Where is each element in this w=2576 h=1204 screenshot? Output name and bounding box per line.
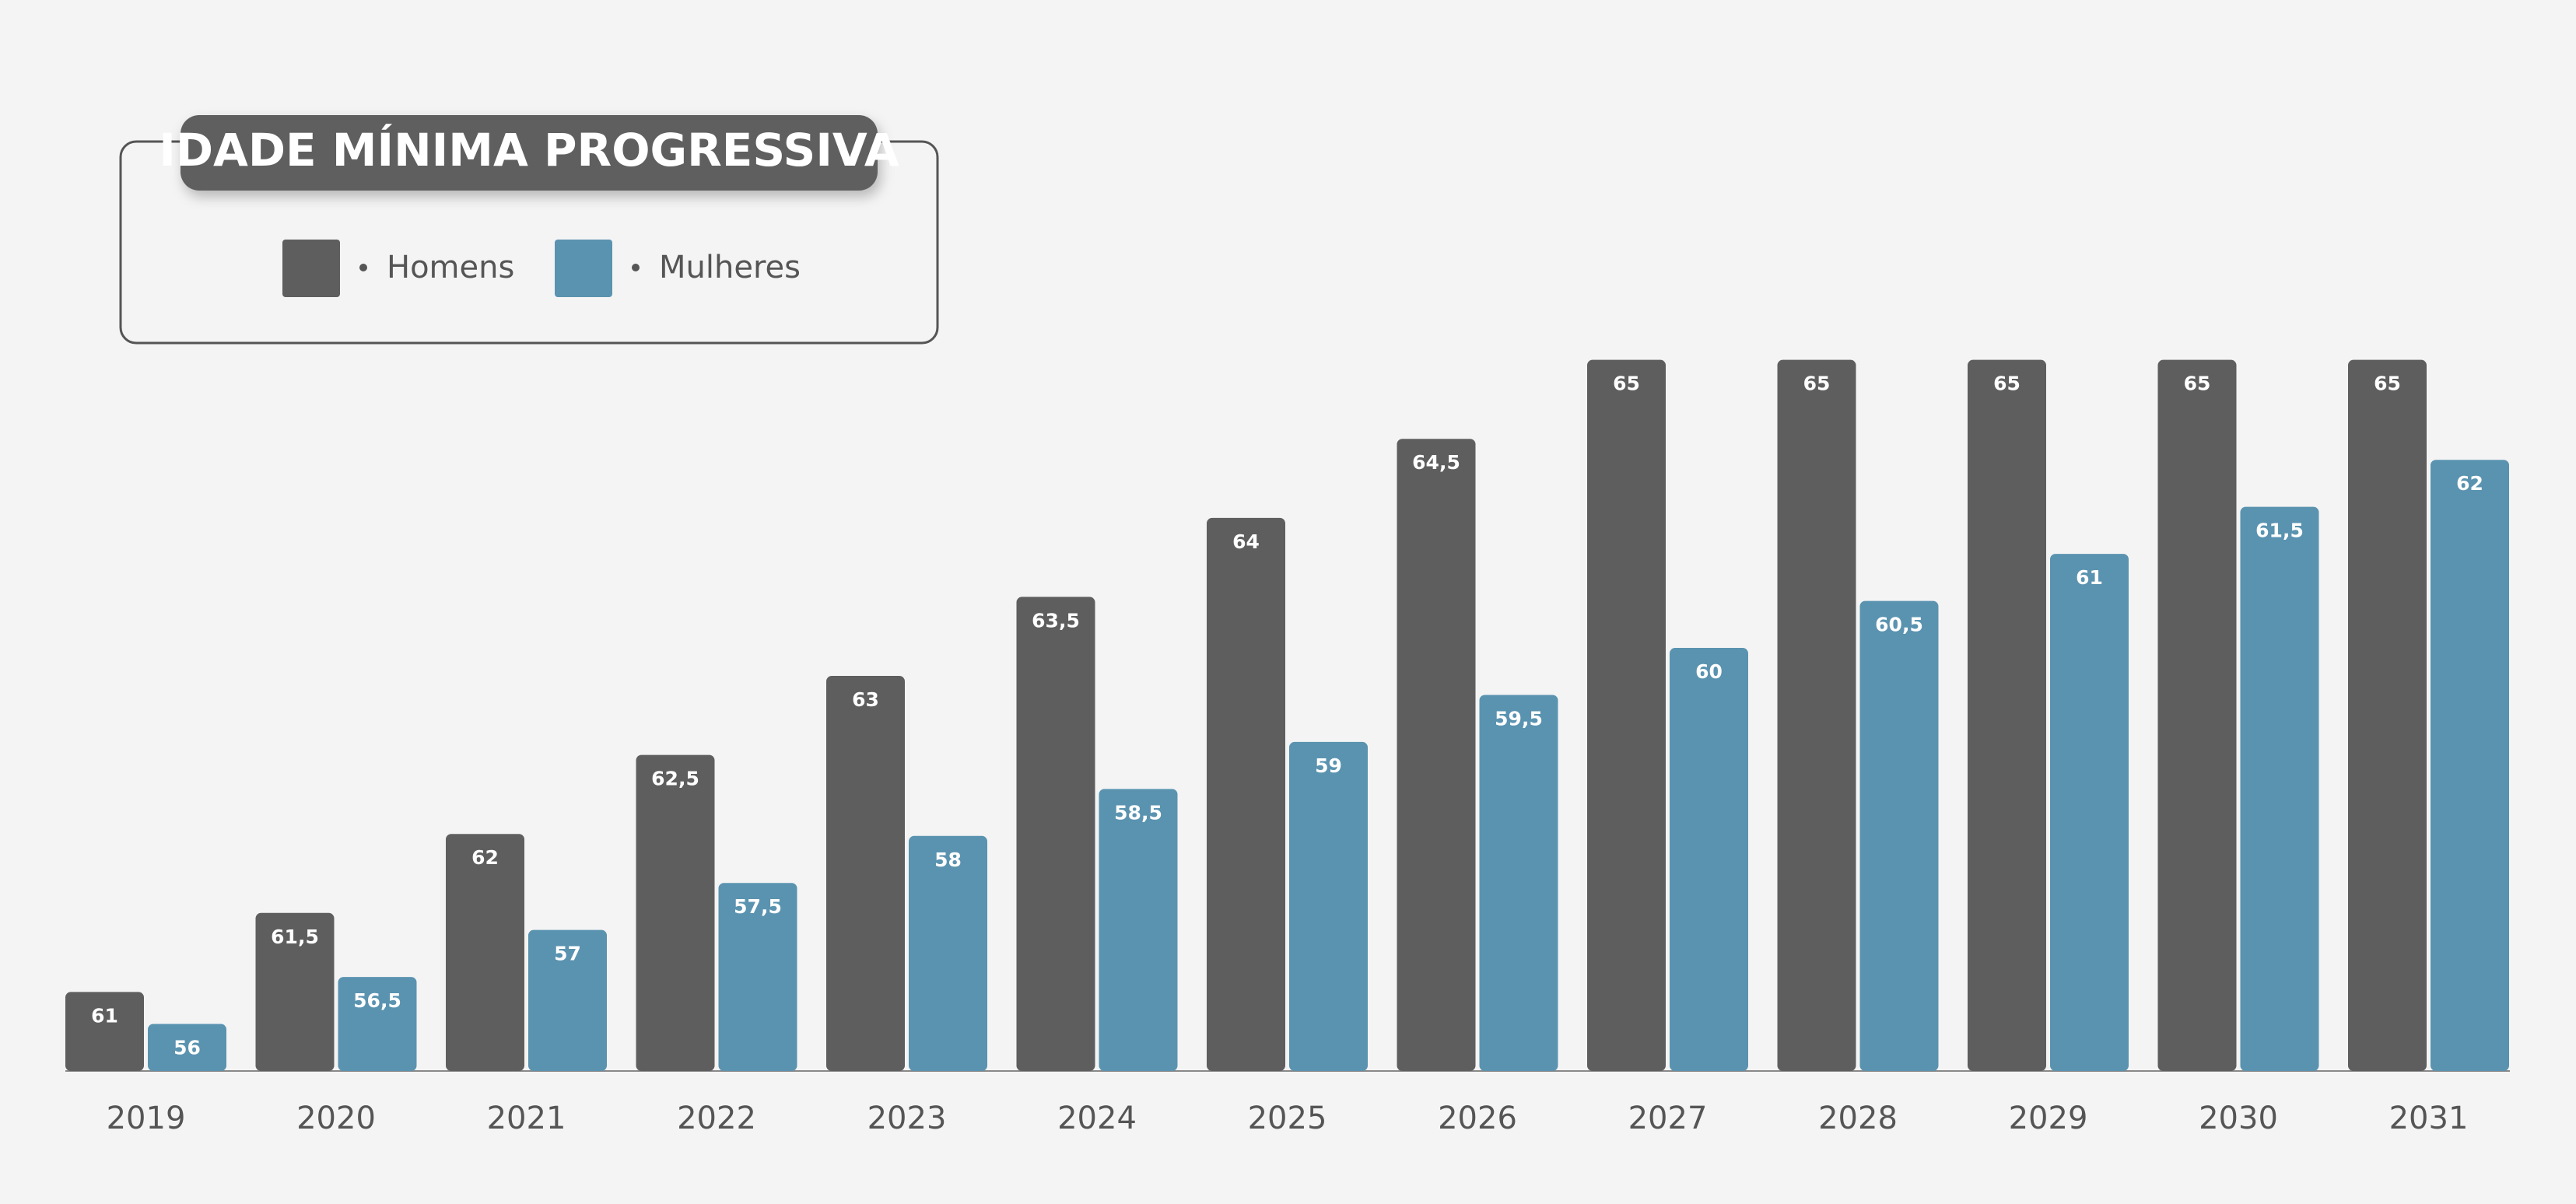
x-tick-label: 2031 xyxy=(2389,1101,2469,1136)
bar xyxy=(1016,597,1095,1071)
x-tick-label: 2024 xyxy=(1057,1101,1137,1136)
bar xyxy=(528,929,607,1071)
x-tick-label: 2030 xyxy=(2199,1101,2278,1136)
data-label: 60,5 xyxy=(1875,614,1923,636)
data-label: 57,5 xyxy=(734,895,782,918)
x-tick-label: 2026 xyxy=(1438,1101,1517,1136)
data-label: 60 xyxy=(1695,660,1723,683)
bar xyxy=(909,835,987,1071)
legend-swatch xyxy=(555,240,612,297)
bar xyxy=(2050,554,2129,1071)
x-tick-label: 2029 xyxy=(2009,1101,2088,1136)
bar xyxy=(2240,506,2319,1071)
data-label: 63,5 xyxy=(1032,609,1080,632)
x-tick-label: 2022 xyxy=(677,1101,756,1136)
bar xyxy=(2348,359,2427,1071)
data-label: 61,5 xyxy=(271,926,319,948)
bar xyxy=(2431,460,2509,1071)
data-label: 63 xyxy=(852,688,879,711)
legend-label: Mulheres xyxy=(659,250,801,285)
legend-bullet xyxy=(359,264,367,271)
x-tick-label: 2028 xyxy=(1818,1101,1898,1136)
bar xyxy=(826,676,905,1071)
data-label: 56 xyxy=(173,1037,201,1059)
title-pill xyxy=(180,115,878,191)
data-label: 59,5 xyxy=(1495,707,1543,730)
data-label: 56,5 xyxy=(353,989,401,1012)
data-label: 65 xyxy=(2184,373,2211,395)
chart-title: IDADE MÍNIMA PROGRESSIVA xyxy=(159,123,899,177)
bar xyxy=(1670,648,1748,1071)
data-label: 65 xyxy=(1613,373,1640,395)
data-label: 61,5 xyxy=(2255,520,2304,542)
bar xyxy=(1968,359,2046,1071)
bar xyxy=(1099,789,1178,1071)
bar xyxy=(718,883,797,1071)
data-label: 65 xyxy=(1993,373,2020,395)
bar xyxy=(636,754,715,1071)
x-tick-label: 2027 xyxy=(1628,1101,1708,1136)
x-tick-label: 2023 xyxy=(867,1101,947,1136)
data-label: 65 xyxy=(1803,373,1831,395)
data-label: 64,5 xyxy=(1412,451,1460,474)
bar xyxy=(1289,741,1368,1071)
data-label: 61 xyxy=(2076,566,2103,589)
bar xyxy=(65,992,144,1071)
data-label: 58 xyxy=(934,849,962,871)
bar xyxy=(1777,359,1856,1071)
data-label: 62,5 xyxy=(651,768,699,790)
legend-label: Homens xyxy=(387,250,514,285)
data-label: 57 xyxy=(554,943,581,965)
x-tick-label: 2021 xyxy=(487,1101,566,1136)
bar xyxy=(446,834,524,1071)
data-label: 62 xyxy=(471,846,499,869)
bar xyxy=(1587,359,1666,1071)
data-label: 64 xyxy=(1232,530,1260,553)
x-tick-label: 2019 xyxy=(107,1101,186,1136)
bar xyxy=(148,1024,226,1071)
legend-bullet xyxy=(632,264,640,271)
x-tick-label: 2020 xyxy=(296,1101,376,1136)
bar xyxy=(255,912,335,1071)
data-label: 65 xyxy=(2374,373,2401,395)
bar xyxy=(338,977,417,1071)
data-label: 62 xyxy=(2456,472,2483,495)
bar xyxy=(1397,439,1476,1071)
bar xyxy=(1859,600,1939,1071)
bar xyxy=(1207,517,1285,1071)
bar xyxy=(1479,695,1558,1071)
x-tick-label: 2025 xyxy=(1248,1101,1327,1136)
data-label: 61 xyxy=(91,1004,118,1027)
data-label: 58,5 xyxy=(1114,801,1162,824)
legend-swatch xyxy=(282,240,340,297)
bar xyxy=(2157,359,2237,1071)
data-label: 59 xyxy=(1315,754,1342,777)
